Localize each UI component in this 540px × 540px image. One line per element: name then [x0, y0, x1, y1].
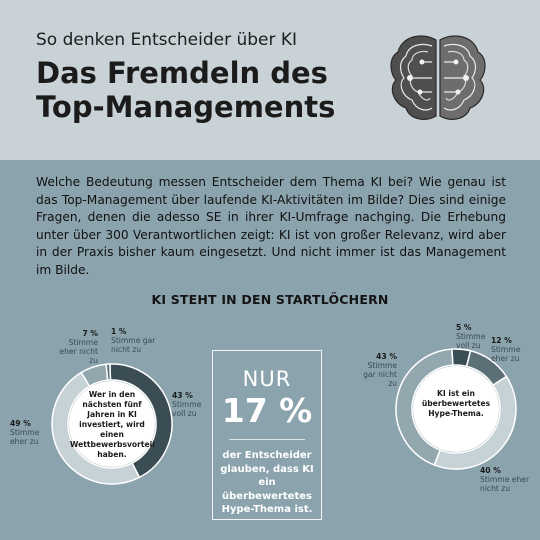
- donut-slice-4: [395, 348, 454, 466]
- donut-slice-4: [105, 363, 112, 382]
- donut-center-label: Wer in den nächsten fünf Jahren in KI in…: [70, 390, 155, 459]
- slice-label: 43 % Stimme voll zu: [172, 391, 204, 418]
- stat-text: der Entscheider glauben, dass KI ein übe…: [220, 450, 314, 515]
- kicker: So denken Entscheider über KI: [36, 30, 298, 50]
- slice-pct: 43 %: [172, 391, 193, 400]
- slice-text: Stimme gar nicht zu: [363, 361, 397, 388]
- donut-chart-investment: [51, 363, 173, 485]
- slice-pct: 7 %: [82, 329, 98, 338]
- stat-prefix: NUR: [242, 367, 292, 391]
- title-line-2: Top-Managements: [36, 90, 336, 124]
- page-title: Das Fremdeln des Top-Managements: [36, 56, 335, 124]
- slice-label: 12 % Stimme eher zu: [491, 336, 527, 363]
- slice-label: 7 % Stimme eher nicht zu: [54, 329, 98, 365]
- slice-text: Stimme voll zu: [456, 332, 486, 350]
- title-line-1: Das Fremdeln des: [36, 56, 328, 90]
- slice-pct: 12 %: [491, 336, 512, 345]
- slice-text: Stimme voll zu: [172, 400, 202, 418]
- slice-pct: 49 %: [10, 419, 31, 428]
- intro-paragraph: Welche Bedeutung messen Entscheider dem …: [36, 175, 506, 277]
- slice-text: Stimme eher zu: [491, 345, 521, 363]
- stat-box: NUR 17 % der Entscheider glauben, dass K…: [212, 350, 322, 520]
- slice-label: 40 % Stimme eher nicht zu: [480, 466, 534, 493]
- slice-text: Stimme gar nicht zu: [111, 336, 156, 354]
- section-title: KI STEHT IN DEN STARTLÖCHERN: [151, 292, 389, 307]
- slice-label: 5 % Stimme voll zu: [456, 323, 490, 350]
- slice-pct: 1 %: [111, 327, 127, 336]
- slice-text: Stimme eher zu: [10, 428, 40, 446]
- stat-value: 17 %: [221, 391, 313, 430]
- slice-text: Stimme eher nicht zu: [480, 475, 530, 493]
- donut-hole: [413, 366, 499, 452]
- brain-icon: [390, 35, 486, 120]
- slice-text: Stimme eher nicht zu: [59, 338, 98, 365]
- donut-hole: [69, 381, 155, 467]
- slice-pct: 5 %: [456, 323, 472, 332]
- slice-pct: 40 %: [480, 466, 501, 475]
- donut-center-label: KI ist ein überbewertetes Hype-Thema.: [421, 389, 491, 418]
- slice-label: 43 % Stimme gar nicht zu: [353, 352, 397, 388]
- slice-label: 49 % Stimme eher zu: [10, 419, 46, 446]
- stat-divider: [229, 439, 305, 440]
- donut-chart-hype: [395, 348, 517, 470]
- slice-pct: 43 %: [376, 352, 397, 361]
- slice-label: 1 % Stimme gar nicht zu: [111, 327, 157, 354]
